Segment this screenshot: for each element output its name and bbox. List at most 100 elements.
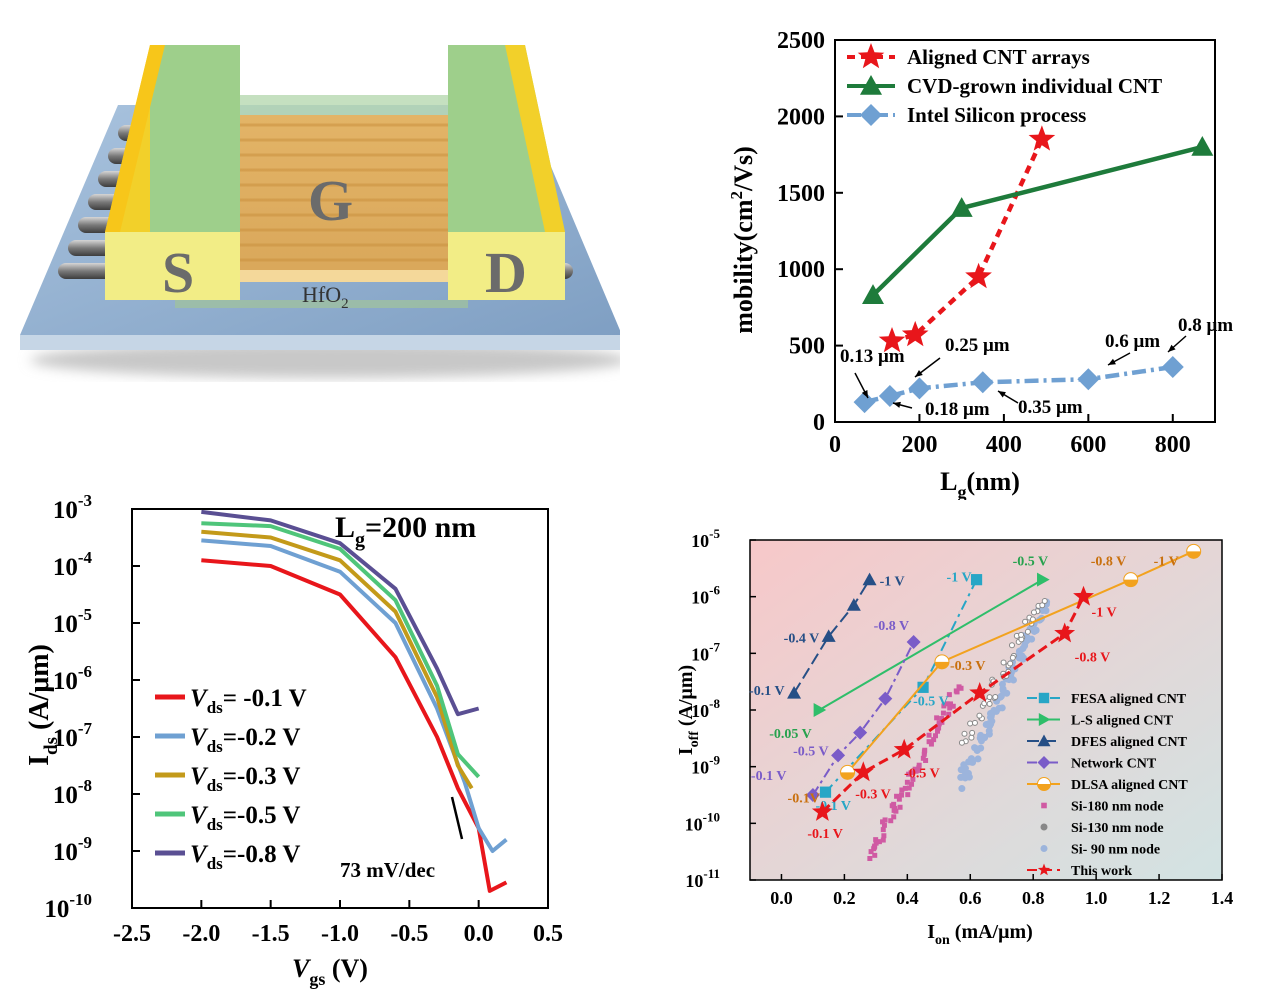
bias-label: -0.5 V [913,694,949,709]
x-tick-label: 0.6 [959,888,982,908]
si180-point [891,814,897,820]
x-tick-label: -0.5 [390,921,428,947]
legend-label: CVD-grown individual CNT [907,74,1162,98]
legend-label: DFES aligned CNT [1071,735,1188,750]
size-annotation: 0.18 μm [925,399,990,420]
si180-point [923,757,929,763]
mobility-chart: 0 200 400 600 800 0 500 1000 1500 2000 2500 Aligne… [727,28,1233,500]
legend-label: Vds=-0.5 V [190,802,300,834]
legend-label: Vds=-0.3 V [190,763,300,795]
x-tick-label: 1.0 [1085,888,1108,908]
si130-point [969,729,976,736]
y-tick-label: 10-8 [691,696,720,721]
y-tick-label: 2000 [777,104,825,130]
si180-point [880,827,886,833]
gate-metal [228,115,448,280]
x-tick-label: -2.5 [113,921,151,947]
si180-point [906,785,912,791]
x-tick-label: 0.8 [1022,888,1044,908]
y-tick-label: 10-6 [53,662,92,695]
data-point [840,764,856,780]
legend-label: Intel Silicon process [907,103,1086,127]
si180-point [921,749,927,755]
data-point [969,682,991,702]
x-tick-label: 1.2 [1148,888,1171,908]
si180-point [871,846,877,852]
si180-point [872,843,878,849]
si180-point [916,762,922,768]
legend-marker [1037,734,1051,747]
y-tick-label: 10-4 [53,548,93,581]
data-point [1191,135,1214,156]
bias-label: -0.5 V [793,744,829,759]
si180-point [941,703,947,709]
marker-fill [1037,784,1051,791]
y-tick-label: 10-6 [691,583,720,608]
y-tick-label: 10-7 [53,719,93,752]
y-tick-label: 10-10 [44,890,92,923]
data-point [819,786,832,798]
bias-label: -0.05 V [769,727,812,742]
gate-top-oxide [228,95,448,115]
data-point [1037,572,1050,587]
source-edge [105,45,165,232]
size-annotation: 0.8 μm [1178,315,1233,336]
si130-point [986,700,993,707]
y-tick-label: 10-11 [685,866,720,891]
si180-point [906,771,912,777]
marker-fill [1123,579,1138,587]
si180-point [893,808,899,814]
bias-label: -0.1 V [749,684,785,699]
gate-label: G [308,168,353,233]
si90-point [1024,634,1032,642]
data-point [813,703,827,717]
y-tick-label: 10-3 [53,495,92,524]
data-point [934,654,950,670]
slope-annotation: 73 mV/dec [340,858,435,882]
data-point [878,691,893,706]
data-point [1054,622,1076,643]
si130-point [1041,597,1048,604]
x-tick-label: 1.4 [1211,888,1234,908]
data-point [965,262,992,289]
slope-mark [450,796,464,840]
x-tick-label: 200 [901,432,937,458]
bias-label: -1 V [880,575,905,590]
data-point [970,574,983,586]
si180-point [891,801,897,807]
transfer-chart: -2.5 -2.0 -1.5 -1.0 -0.5 0.0 0.5 10-10 10-9 10-8 1… [24,495,563,989]
si180-point [868,849,874,855]
data-point [1123,572,1139,588]
si180-point [881,822,887,828]
si180-point [947,705,953,711]
si130-point [1030,609,1037,616]
legend-label: Vds=-0.8 V [190,841,300,873]
arrow-head [998,391,1006,398]
si180-point [939,716,945,722]
y-tick-label: 500 [789,334,825,360]
transfer-curve [201,558,508,893]
si90-point [985,727,993,735]
si130-point [1008,642,1015,649]
si90-point [974,755,982,763]
si90-point [976,734,984,742]
x-tick-label: 0.2 [833,888,856,908]
si130-point [961,730,968,737]
si180-point [928,741,934,747]
oxide-label: HfO2 [302,282,349,312]
si180-point [882,817,888,823]
transfer-curve [201,529,474,790]
arrow-head [915,370,923,377]
legend-marker [860,75,882,95]
si180-point [940,710,946,716]
x-axis-label: Ion (mA/μm) [927,921,1033,948]
chart-title: Lg=200 nm [335,511,476,551]
legend-marker [1040,845,1048,852]
x-tick-label: 0 [829,432,841,458]
marker-fill [1186,551,1201,559]
x-axis-label: Lg(nm) [940,467,1020,500]
si180-point [958,685,964,691]
bias-label: -0.1 V [751,769,787,784]
si130-point [1018,631,1025,638]
si180-point [926,732,932,738]
